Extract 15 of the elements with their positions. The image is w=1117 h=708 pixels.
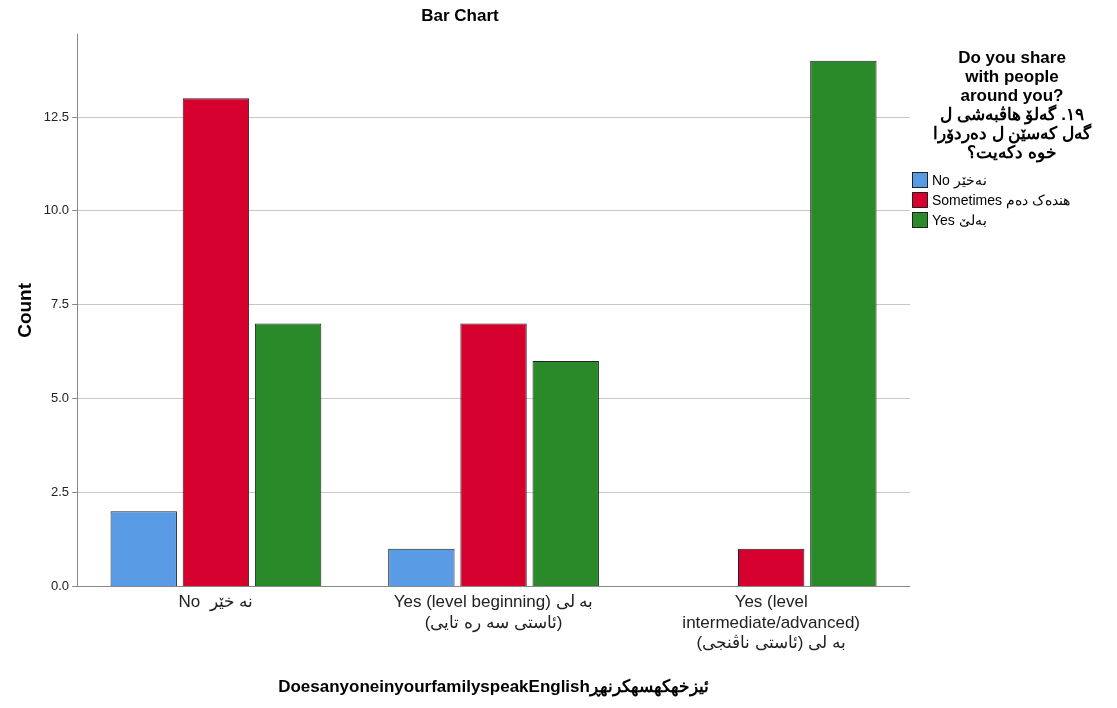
legend-label: Sometimes هندەک دەم — [932, 192, 1070, 208]
y-tick-label: 12.5 — [43, 108, 70, 124]
y-tick-label: 7.5 — [51, 296, 70, 312]
y-axis-title: Count — [13, 282, 35, 338]
legend-label: No نەخێر — [932, 172, 987, 188]
y-tick-label: 10.0 — [43, 202, 70, 218]
chart-title: Bar Chart — [421, 5, 500, 25]
legend-label: Yes بەلێ — [932, 212, 987, 228]
y-tick-label: 2.5 — [51, 484, 70, 500]
x-tick-label: No نه خێر — [178, 592, 254, 613]
x-tick-label: Yes (level beginning) به لی (ئاستی سه ره تایی) — [393, 592, 594, 633]
legend-title: Do you share with people around you? ١٩. گەلۆ هاڤبەشی ل گەل کەسێن ل دەردۆرا خوە دکەیت؟ — [931, 48, 1093, 162]
y-tick-label: 5.0 — [51, 390, 70, 406]
x-axis-title: DoesanyoneinyourfamilyspeakEnglishئیزخهکهسهکرنهڕ — [278, 677, 709, 698]
y-tick-label: 0.0 — [51, 577, 70, 593]
